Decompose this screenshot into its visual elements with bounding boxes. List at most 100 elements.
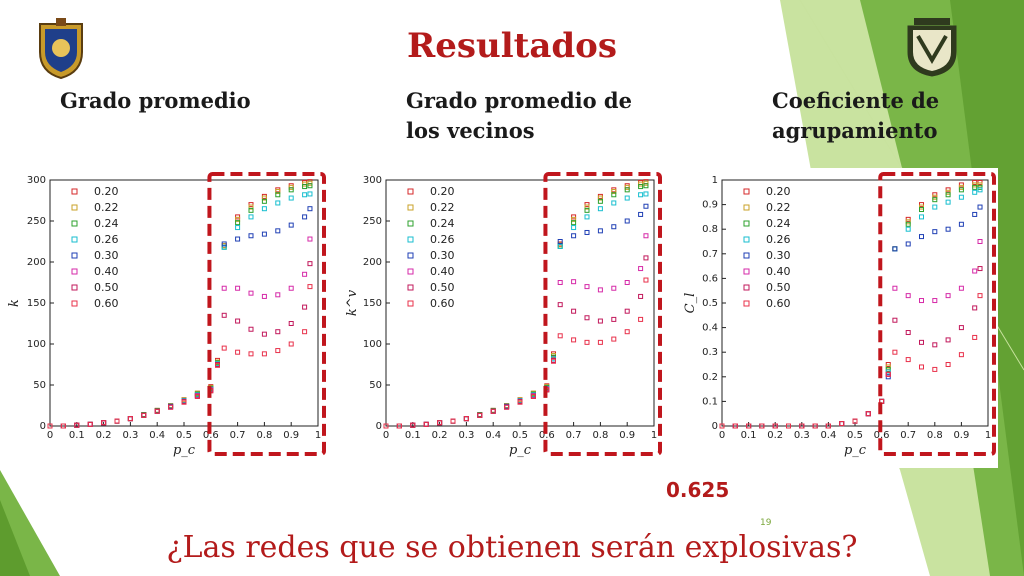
legend-label-0.40: 0.40 <box>94 265 119 278</box>
slide-number: 19 <box>760 518 772 528</box>
data-point-0.26 <box>557 243 563 249</box>
data-point-0.26 <box>288 195 294 201</box>
chart-clustering: 0 0.1 0.2 0.3 0.4 0.5 0.6 0.7 0.8 0.9 1 0 0.1 0.2 0.3 0… <box>682 168 998 468</box>
data-point-0.50 <box>643 255 649 261</box>
data-point-0.24 <box>905 221 911 227</box>
data-point-0.60 <box>307 284 313 290</box>
closing-question: ¿Las redes que se obtienen serán explosi… <box>166 530 858 565</box>
y-tick-label: 200 <box>363 257 382 268</box>
data-point-0.50 <box>945 337 951 343</box>
data-point-0.26 <box>275 200 281 206</box>
data-point-0.50 <box>288 321 294 326</box>
data-point-0.40 <box>624 280 630 285</box>
x-tick-label: 0.5 <box>847 430 863 441</box>
legend-marker-0.24 <box>407 220 414 227</box>
data-point-0.24 <box>584 207 590 213</box>
data-point-0.40 <box>945 293 951 299</box>
legend-marker-0.50 <box>71 284 78 291</box>
data-point-0.26 <box>307 191 313 197</box>
data-point-0.40 <box>584 284 590 290</box>
data-point-0.24 <box>945 192 951 198</box>
x-axis-label: p_c <box>509 443 532 458</box>
legend-marker-0.20 <box>743 188 750 195</box>
chart-average-degree: 0 0.1 0.2 0.3 0.4 0.5 0.6 0.7 0.8 0.9 1 0 50 100 150 20… <box>6 168 336 468</box>
y-tick-label: 0.3 <box>702 347 718 358</box>
chart-neighbor-degree-svg: 0 0.1 0.2 0.3 0.4 0.5 0.6 0.7 0.8 0.9 1 0 50 100 150 20… <box>344 172 662 458</box>
data-point-0.30 <box>275 228 281 234</box>
x-tick-label: 0.9 <box>283 430 299 441</box>
data-point-0.50 <box>307 261 313 267</box>
data-point-0.50 <box>597 318 603 324</box>
data-point-0.24 <box>638 184 644 190</box>
data-point-0.60 <box>624 329 630 335</box>
data-point-0.26 <box>958 194 964 200</box>
legend-marker-0.24 <box>743 220 750 227</box>
y-axis-label: C_l <box>683 293 698 314</box>
data-point-0.60 <box>261 351 267 357</box>
plot-area <box>49 179 319 427</box>
data-point-0.26 <box>261 206 267 212</box>
legend-marker-0.20 <box>71 188 78 195</box>
y-tick-label: 50 <box>369 380 382 391</box>
data-point-0.60 <box>248 351 254 357</box>
data-point-0.50 <box>905 330 911 336</box>
legend-marker-0.26 <box>743 236 750 243</box>
data-point-0.30 <box>932 229 938 235</box>
data-point-0.26 <box>932 204 938 210</box>
data-point-0.60 <box>865 411 871 417</box>
data-point-0.26 <box>597 206 603 212</box>
x-tick-label: 0.6 <box>874 430 890 441</box>
legend-label-0.24: 0.24 <box>430 217 455 230</box>
x-tick-label: 0.8 <box>927 430 943 441</box>
data-point-0.50 <box>624 308 630 314</box>
highlight-box <box>543 172 662 456</box>
data-point-0.50 <box>235 318 241 324</box>
data-point-0.60 <box>584 339 590 345</box>
data-point-0.60 <box>47 423 53 429</box>
legend-marker-0.24 <box>71 220 78 227</box>
data-point-0.22 <box>611 188 617 194</box>
data-point-0.50 <box>275 329 281 335</box>
data-point-0.30 <box>261 231 267 237</box>
data-point-0.30 <box>624 218 630 224</box>
data-point-0.60 <box>194 393 200 399</box>
data-point-0.50 <box>892 317 898 323</box>
x-tick-label: 0.1 <box>405 430 421 441</box>
data-point-0.30 <box>302 214 308 220</box>
data-point-0.50 <box>972 305 978 311</box>
data-point-0.26 <box>919 214 924 220</box>
data-point-0.60 <box>477 412 483 418</box>
data-point-0.26 <box>584 214 590 220</box>
x-tick-label: 0.4 <box>149 430 165 441</box>
data-point-0.30 <box>977 204 983 210</box>
data-point-0.22 <box>235 216 241 222</box>
x-tick-label: 0.7 <box>230 430 246 441</box>
data-point-0.40 <box>892 285 898 291</box>
data-point-0.22 <box>571 216 577 222</box>
data-point-0.60 <box>732 423 738 429</box>
legend-label-0.50: 0.50 <box>766 281 791 294</box>
data-point-0.40 <box>235 285 241 291</box>
data-point-0.60 <box>892 349 898 355</box>
legend-label-0.22: 0.22 <box>430 201 455 214</box>
data-point-0.26 <box>977 187 983 193</box>
data-point-0.40 <box>302 271 308 277</box>
y-tick-label: 100 <box>27 339 46 350</box>
x-tick-label: 0.6 <box>539 430 555 441</box>
data-point-0.50 <box>958 325 964 331</box>
data-point-0.24 <box>919 207 924 213</box>
data-point-0.60 <box>611 336 617 342</box>
data-point-0.60 <box>221 345 227 351</box>
data-point-0.30 <box>972 211 978 217</box>
data-point-0.24 <box>288 187 294 193</box>
data-point-0.60 <box>450 418 456 424</box>
y-tick-label: 100 <box>363 339 382 350</box>
data-point-0.30 <box>892 246 898 252</box>
data-point-0.50 <box>584 315 590 321</box>
legend-label-0.40: 0.40 <box>766 265 791 278</box>
data-point-0.60 <box>638 316 644 322</box>
data-point-0.50 <box>302 304 308 310</box>
y-tick-label: 0 <box>712 421 718 432</box>
data-point-0.30 <box>643 203 649 209</box>
data-point-0.60 <box>977 293 983 299</box>
